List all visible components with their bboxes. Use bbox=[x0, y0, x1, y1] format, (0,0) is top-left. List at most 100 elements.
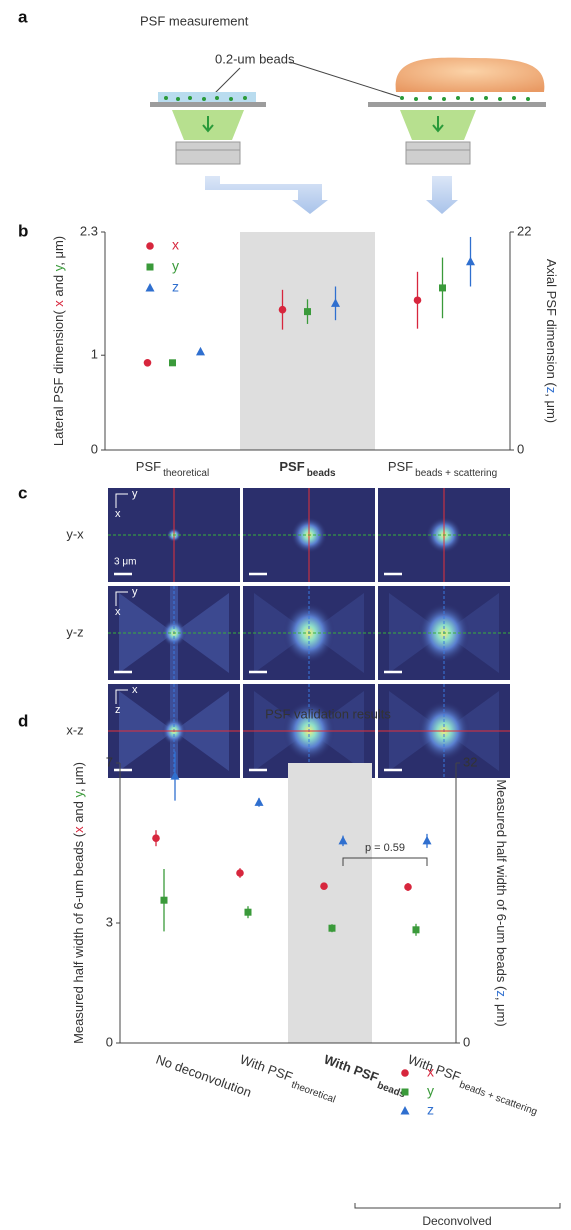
group-bracket bbox=[354, 1203, 561, 1209]
marker bbox=[170, 771, 180, 780]
schematic-title: PSF measurement bbox=[140, 13, 249, 28]
coverslip bbox=[150, 102, 266, 107]
pointer bbox=[211, 67, 241, 97]
x-tick-label-part: PSF bbox=[136, 459, 161, 474]
marker bbox=[401, 1088, 409, 1096]
annotation: p = 0.59 bbox=[365, 842, 405, 854]
axis-title-part: Measured half width of 6-um beads ( bbox=[71, 832, 86, 1044]
marker bbox=[143, 359, 152, 367]
x-tick-label-part: With PSF bbox=[322, 1052, 381, 1086]
group-label: Deconvolved bbox=[422, 1214, 491, 1228]
legend-label: z bbox=[172, 279, 179, 295]
marker bbox=[320, 882, 328, 890]
legend-label: z bbox=[427, 1102, 434, 1118]
objective bbox=[405, 141, 471, 165]
legend-label: y bbox=[427, 1083, 434, 1099]
chart-title: PSF validation results bbox=[265, 706, 391, 721]
x-tick-label-part: theoretical bbox=[290, 1080, 337, 1106]
marker bbox=[160, 896, 168, 904]
marker bbox=[152, 834, 160, 842]
panel-label: d bbox=[18, 711, 28, 730]
y-tick-label: 3 bbox=[106, 914, 113, 929]
axis-title-part: y bbox=[71, 791, 86, 798]
y-tick-label: 7 bbox=[106, 754, 113, 769]
marker bbox=[439, 284, 446, 292]
marker bbox=[422, 835, 432, 845]
axis-title-part: , μm) bbox=[544, 393, 559, 423]
y2-tick-label: 32 bbox=[463, 754, 477, 769]
axis-title-part: y bbox=[51, 264, 66, 271]
axis-title: Measured half width of 6-um beads (x and… bbox=[71, 762, 86, 1044]
legend-label: x bbox=[427, 1064, 434, 1080]
marker bbox=[466, 256, 475, 266]
x-tick-label: PSF beads bbox=[279, 459, 336, 479]
marker bbox=[278, 305, 287, 314]
schematic: PSF measurement 0.2-um beads bbox=[140, 13, 546, 214]
y-tick-label: 1 bbox=[91, 347, 98, 362]
axis-title-part: x bbox=[71, 826, 86, 833]
x-tick-label-part: With PSF bbox=[406, 1052, 463, 1085]
y2-tick-label: 0 bbox=[463, 1034, 470, 1049]
marker bbox=[338, 835, 348, 845]
axis-title: Measured half width of 6-um beads (z, μm… bbox=[494, 779, 509, 1026]
axis-title-part: , μm) bbox=[71, 762, 86, 792]
axis-glyph bbox=[115, 493, 128, 508]
marker bbox=[244, 908, 252, 916]
arrow bbox=[432, 116, 444, 133]
marker bbox=[412, 926, 420, 934]
marker bbox=[413, 296, 422, 305]
flow-arrow bbox=[205, 176, 328, 214]
axis-title-part: and bbox=[51, 271, 66, 300]
axis-glyph bbox=[115, 689, 128, 704]
axis-glyph-label: z bbox=[115, 704, 121, 716]
y-tick-label: 0 bbox=[91, 441, 98, 456]
x-tick-label-part: PSF bbox=[388, 459, 413, 474]
axis-title-part: z bbox=[494, 990, 509, 997]
axis-glyph bbox=[115, 591, 128, 606]
x-tick-label-part: theoretical bbox=[163, 468, 209, 479]
marker bbox=[169, 359, 176, 367]
marker bbox=[146, 263, 154, 271]
beads-label: 0.2-um beads bbox=[215, 51, 295, 66]
marker bbox=[328, 924, 336, 932]
x-tick-label-part: beads + scattering bbox=[415, 468, 497, 479]
marker bbox=[196, 346, 205, 356]
y-tick-label: 2.3 bbox=[80, 223, 98, 238]
axis-glyph-label: x bbox=[132, 684, 138, 696]
row-label: y-z bbox=[66, 624, 83, 639]
axis-title-part: x bbox=[51, 300, 66, 307]
axis-title-part: and bbox=[71, 798, 86, 827]
axis-title: Axial PSF dimension (z, μm) bbox=[544, 259, 559, 423]
row-label: x-z bbox=[66, 722, 83, 737]
coverslip bbox=[368, 102, 546, 107]
x-tick-label-part: With PSF bbox=[238, 1052, 295, 1085]
marker bbox=[254, 797, 264, 806]
medium bbox=[158, 92, 256, 102]
highlight-band bbox=[240, 232, 375, 450]
marker bbox=[236, 869, 244, 877]
x-tick-label: PSF beads + scattering bbox=[388, 459, 497, 479]
x-tick-label-part: beads bbox=[307, 468, 336, 479]
marker bbox=[331, 298, 340, 307]
bracket bbox=[342, 857, 428, 866]
panel-label: a bbox=[18, 7, 28, 26]
axis-title-part: z bbox=[544, 387, 559, 394]
panel-label: b bbox=[18, 221, 28, 240]
row-label: y-x bbox=[66, 526, 84, 541]
flow-arrow bbox=[426, 176, 458, 214]
objective bbox=[175, 141, 241, 165]
panel-label: c bbox=[18, 483, 27, 502]
scale-label: 3 μm bbox=[114, 557, 136, 568]
marker bbox=[401, 1069, 409, 1077]
marker bbox=[146, 242, 154, 250]
highlight-band bbox=[288, 763, 372, 1043]
axis-title: Lateral PSF dimension( x and y, μm) bbox=[51, 236, 66, 446]
y2-tick-label: 0 bbox=[517, 441, 524, 456]
legend-label: x bbox=[172, 237, 179, 253]
x-tick-label: PSF theoretical bbox=[136, 459, 209, 479]
x-tick-label: With PSFbeads + scattering bbox=[404, 1052, 541, 1118]
beads bbox=[400, 96, 530, 101]
